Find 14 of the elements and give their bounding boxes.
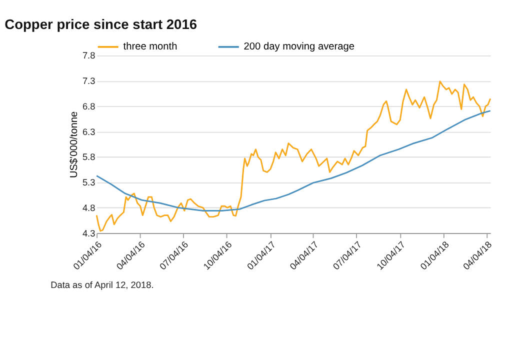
y-tick-label: 4.3 (82, 228, 96, 238)
y-tick-label: 6.3 (82, 126, 96, 137)
y-tick-label: 4.8 (82, 202, 96, 213)
text: Data as of April 12, 2018. (50, 280, 154, 290)
y-tick-label: 7.8 (82, 50, 96, 61)
y-tick-label: 5.8 (82, 152, 96, 162)
y-tick-label: 5.3 (82, 178, 96, 188)
chart-title: Copper price since start 2016 (4, 16, 198, 32)
y-tick-label: 7.3 (82, 76, 96, 86)
line-series (96, 110, 492, 212)
legend-label: 200 day moving average (244, 42, 355, 53)
y-tick-label: 6.8 (82, 101, 96, 112)
legend-label: three month (123, 42, 178, 53)
y-axis-title: US$'000/tonne (68, 111, 80, 178)
